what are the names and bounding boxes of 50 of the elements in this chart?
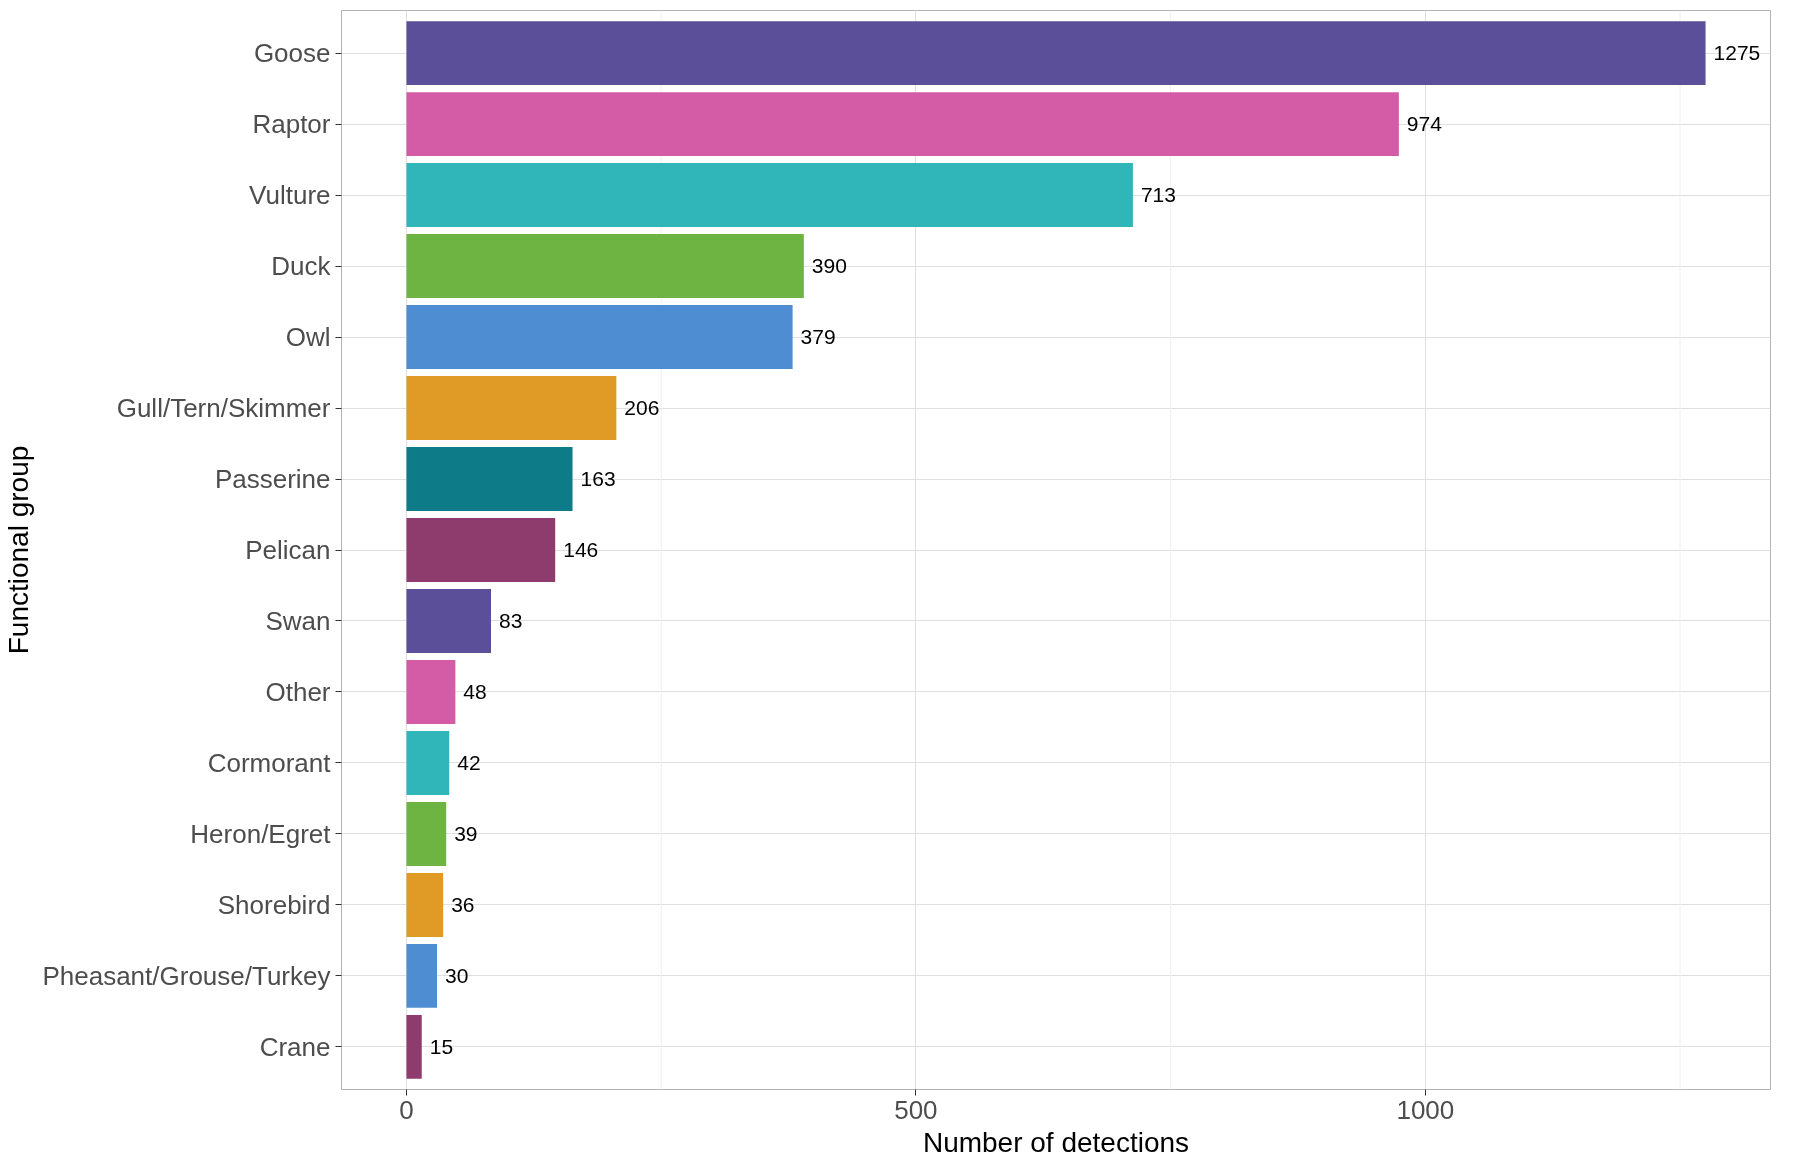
bar bbox=[406, 731, 450, 795]
data-label: 1275 bbox=[1713, 41, 1761, 65]
y-tick-label: Crane bbox=[259, 1031, 331, 1062]
y-tick-label: Swan bbox=[265, 605, 331, 636]
x-tick-label: 500 bbox=[894, 1094, 938, 1125]
x-tick-label: 0 bbox=[399, 1094, 414, 1125]
y-tick-label: Gull/Tern/Skimmer bbox=[116, 393, 331, 424]
bar bbox=[406, 1014, 422, 1079]
y-axis-title: Functional group bbox=[3, 445, 35, 655]
y-tick-label: Passerine bbox=[214, 464, 331, 495]
y-tick-label: Shorebird bbox=[217, 889, 331, 920]
data-label: 15 bbox=[429, 1034, 454, 1058]
y-tick-label: Vulture bbox=[249, 180, 331, 211]
data-label: 48 bbox=[463, 679, 487, 703]
data-label: 39 bbox=[454, 821, 478, 845]
x-tick-label: 1000 bbox=[1396, 1094, 1455, 1125]
y-tick-label: Duck bbox=[271, 251, 332, 282]
data-label: 713 bbox=[1140, 183, 1176, 207]
y-tick-label: Raptor bbox=[252, 109, 331, 140]
data-label: 42 bbox=[457, 750, 481, 774]
y-tick-label: Goose bbox=[253, 38, 331, 69]
bar bbox=[406, 21, 1706, 86]
bar bbox=[406, 872, 444, 937]
bar bbox=[406, 447, 573, 511]
bar bbox=[406, 92, 1399, 157]
data-label: 163 bbox=[580, 467, 616, 491]
y-tick-label: Pheasant/Grouse/Turkey bbox=[42, 960, 331, 991]
bar bbox=[406, 518, 556, 582]
data-label: 974 bbox=[1406, 112, 1443, 136]
data-label: 390 bbox=[811, 254, 847, 278]
bar bbox=[406, 660, 456, 724]
data-label: 83 bbox=[499, 608, 523, 632]
data-label: 379 bbox=[800, 325, 836, 349]
y-tick-label: Pelican bbox=[245, 535, 331, 565]
bar bbox=[406, 163, 1133, 228]
x-axis-title: Number of detections bbox=[922, 1126, 1190, 1158]
bar bbox=[406, 802, 447, 866]
y-tick-label: Other bbox=[265, 676, 331, 707]
bar bbox=[406, 943, 438, 1008]
bar bbox=[406, 589, 492, 653]
bar bbox=[406, 234, 804, 298]
data-label: 36 bbox=[451, 892, 475, 916]
y-tick-label: Heron/Egret bbox=[190, 818, 332, 849]
data-label: 206 bbox=[624, 396, 660, 420]
bar bbox=[406, 376, 617, 440]
bar bbox=[406, 305, 793, 369]
data-label: 30 bbox=[445, 963, 469, 987]
y-tick-label: Cormorant bbox=[207, 747, 332, 778]
y-tick-label: Owl bbox=[285, 322, 331, 353]
data-label: 146 bbox=[563, 538, 599, 561]
